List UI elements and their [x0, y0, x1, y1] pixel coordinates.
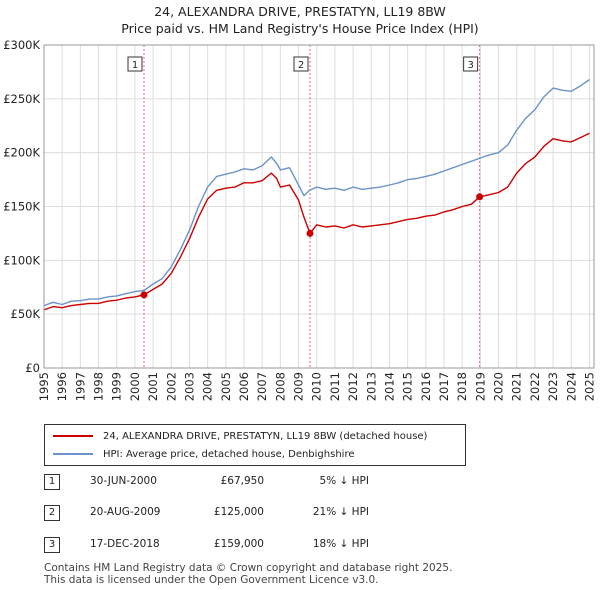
y-tick-label: £200K [3, 146, 40, 160]
legend-hpi-line [53, 453, 93, 455]
x-tick-label: 2006 [237, 372, 251, 401]
x-tick-label: 2004 [201, 372, 215, 401]
x-tick-label: 2011 [328, 372, 342, 401]
x-tick-label: 2014 [382, 372, 396, 401]
x-tick-label: 2017 [437, 372, 451, 401]
x-tick-label: 2007 [255, 372, 269, 401]
x-tick-label: 2023 [546, 372, 560, 401]
x-tick-label: 2005 [219, 372, 233, 401]
chart-legend: 24, ALEXANDRA DRIVE, PRESTATYN, LL19 8BW… [44, 424, 466, 466]
sale-number: 2 [44, 505, 60, 521]
sale-marker-label: 2 [298, 60, 304, 71]
chart-title: 24, ALEXANDRA DRIVE, PRESTATYN, LL19 8BW [154, 4, 446, 19]
sale-point [306, 229, 314, 237]
x-tick-label: 2009 [292, 372, 306, 401]
sale-number: 1 [44, 474, 60, 490]
sale-date: 30-JUN-2000 [90, 475, 157, 487]
y-tick-label: £50K [11, 307, 41, 321]
legend-item-hpi: HPI: Average price, detached house, Denb… [53, 446, 354, 462]
sale-row: 1 30-JUN-2000 £67,950 5% ↓ HPI [44, 472, 384, 494]
footer-licence: This data is licensed under the Open Gov… [44, 574, 379, 586]
y-tick-label: £100K [3, 253, 40, 267]
x-tick-label: 2015 [401, 372, 415, 401]
x-tick-label: 1996 [55, 372, 69, 401]
legend-property-label: 24, ALEXANDRA DRIVE, PRESTATYN, LL19 8BW… [103, 430, 428, 442]
chart-subtitle: Price paid vs. HM Land Registry's House … [121, 21, 479, 36]
sale-marker-box [127, 56, 143, 72]
x-tick-label: 2000 [128, 372, 142, 401]
x-tick-label: 2013 [364, 372, 378, 401]
sale-row: 2 20-AUG-2009 £125,000 21% ↓ HPI [44, 503, 384, 525]
price-chart: £0 £50K £100K £150K £200K £250K £300K 1995 1996 1… [3, 38, 596, 401]
x-tick-label: 2002 [164, 372, 178, 401]
x-tick-label: 2022 [528, 372, 542, 401]
y-tick-label: £0 [25, 361, 40, 375]
x-tick-label: 1997 [73, 372, 87, 401]
x-tick-label: 1995 [37, 372, 51, 401]
sale-number: 3 [44, 537, 60, 553]
sale-date: 20-AUG-2009 [90, 506, 161, 518]
sale-hpi-diff: 5% ↓ HPI [319, 475, 369, 487]
y-tick-label: £250K [3, 92, 40, 106]
x-tick-label: 2018 [455, 372, 469, 401]
x-tick-label: 2021 [510, 372, 524, 401]
sale-date: 17-DEC-2018 [90, 538, 160, 550]
x-tick-label: 2003 [182, 372, 196, 401]
x-tick-label: 1998 [92, 372, 106, 401]
sale-marker-box [463, 56, 479, 72]
legend-hpi-label: HPI: Average price, detached house, Denb… [103, 448, 355, 460]
hpi-series-line [43, 78, 590, 307]
x-tick-label: 1999 [110, 372, 124, 401]
footer: Contains HM Land Registry data © Crown c… [44, 562, 452, 586]
legend-property-line [53, 435, 93, 437]
sale-row: 3 17-DEC-2018 £159,000 18% ↓ HPI [44, 535, 384, 557]
sale-marker-label: 3 [467, 60, 473, 71]
x-tick-label: 2012 [346, 372, 360, 401]
x-tick-label: 2020 [492, 372, 506, 401]
sale-point [140, 291, 148, 299]
sale-price: £67,950 [220, 475, 264, 487]
y-tick-label: £150K [3, 200, 40, 214]
x-tick-label: 2001 [146, 372, 160, 401]
x-tick-label: 2025 [582, 372, 596, 401]
sale-hpi-diff: 21% ↓ HPI [312, 506, 369, 518]
x-tick-label: 2016 [419, 372, 433, 401]
y-tick-label: £300K [3, 38, 40, 52]
sale-marker-label: 1 [132, 60, 138, 71]
sale-marker-box [293, 56, 309, 72]
sale-price: £125,000 [213, 506, 264, 518]
x-tick-label: 2019 [473, 372, 487, 401]
plot-border [43, 44, 595, 369]
x-tick-label: 2010 [310, 372, 324, 401]
footer-copyright: Contains HM Land Registry data © Crown c… [44, 562, 453, 574]
sale-point [476, 193, 484, 201]
legend-item-property: 24, ALEXANDRA DRIVE, PRESTATYN, LL19 8BW… [53, 428, 427, 444]
x-tick-label: 2008 [273, 372, 287, 401]
x-tick-label: 2024 [564, 372, 578, 401]
sale-price: £159,000 [213, 538, 264, 550]
sale-hpi-diff: 18% ↓ HPI [312, 538, 369, 550]
